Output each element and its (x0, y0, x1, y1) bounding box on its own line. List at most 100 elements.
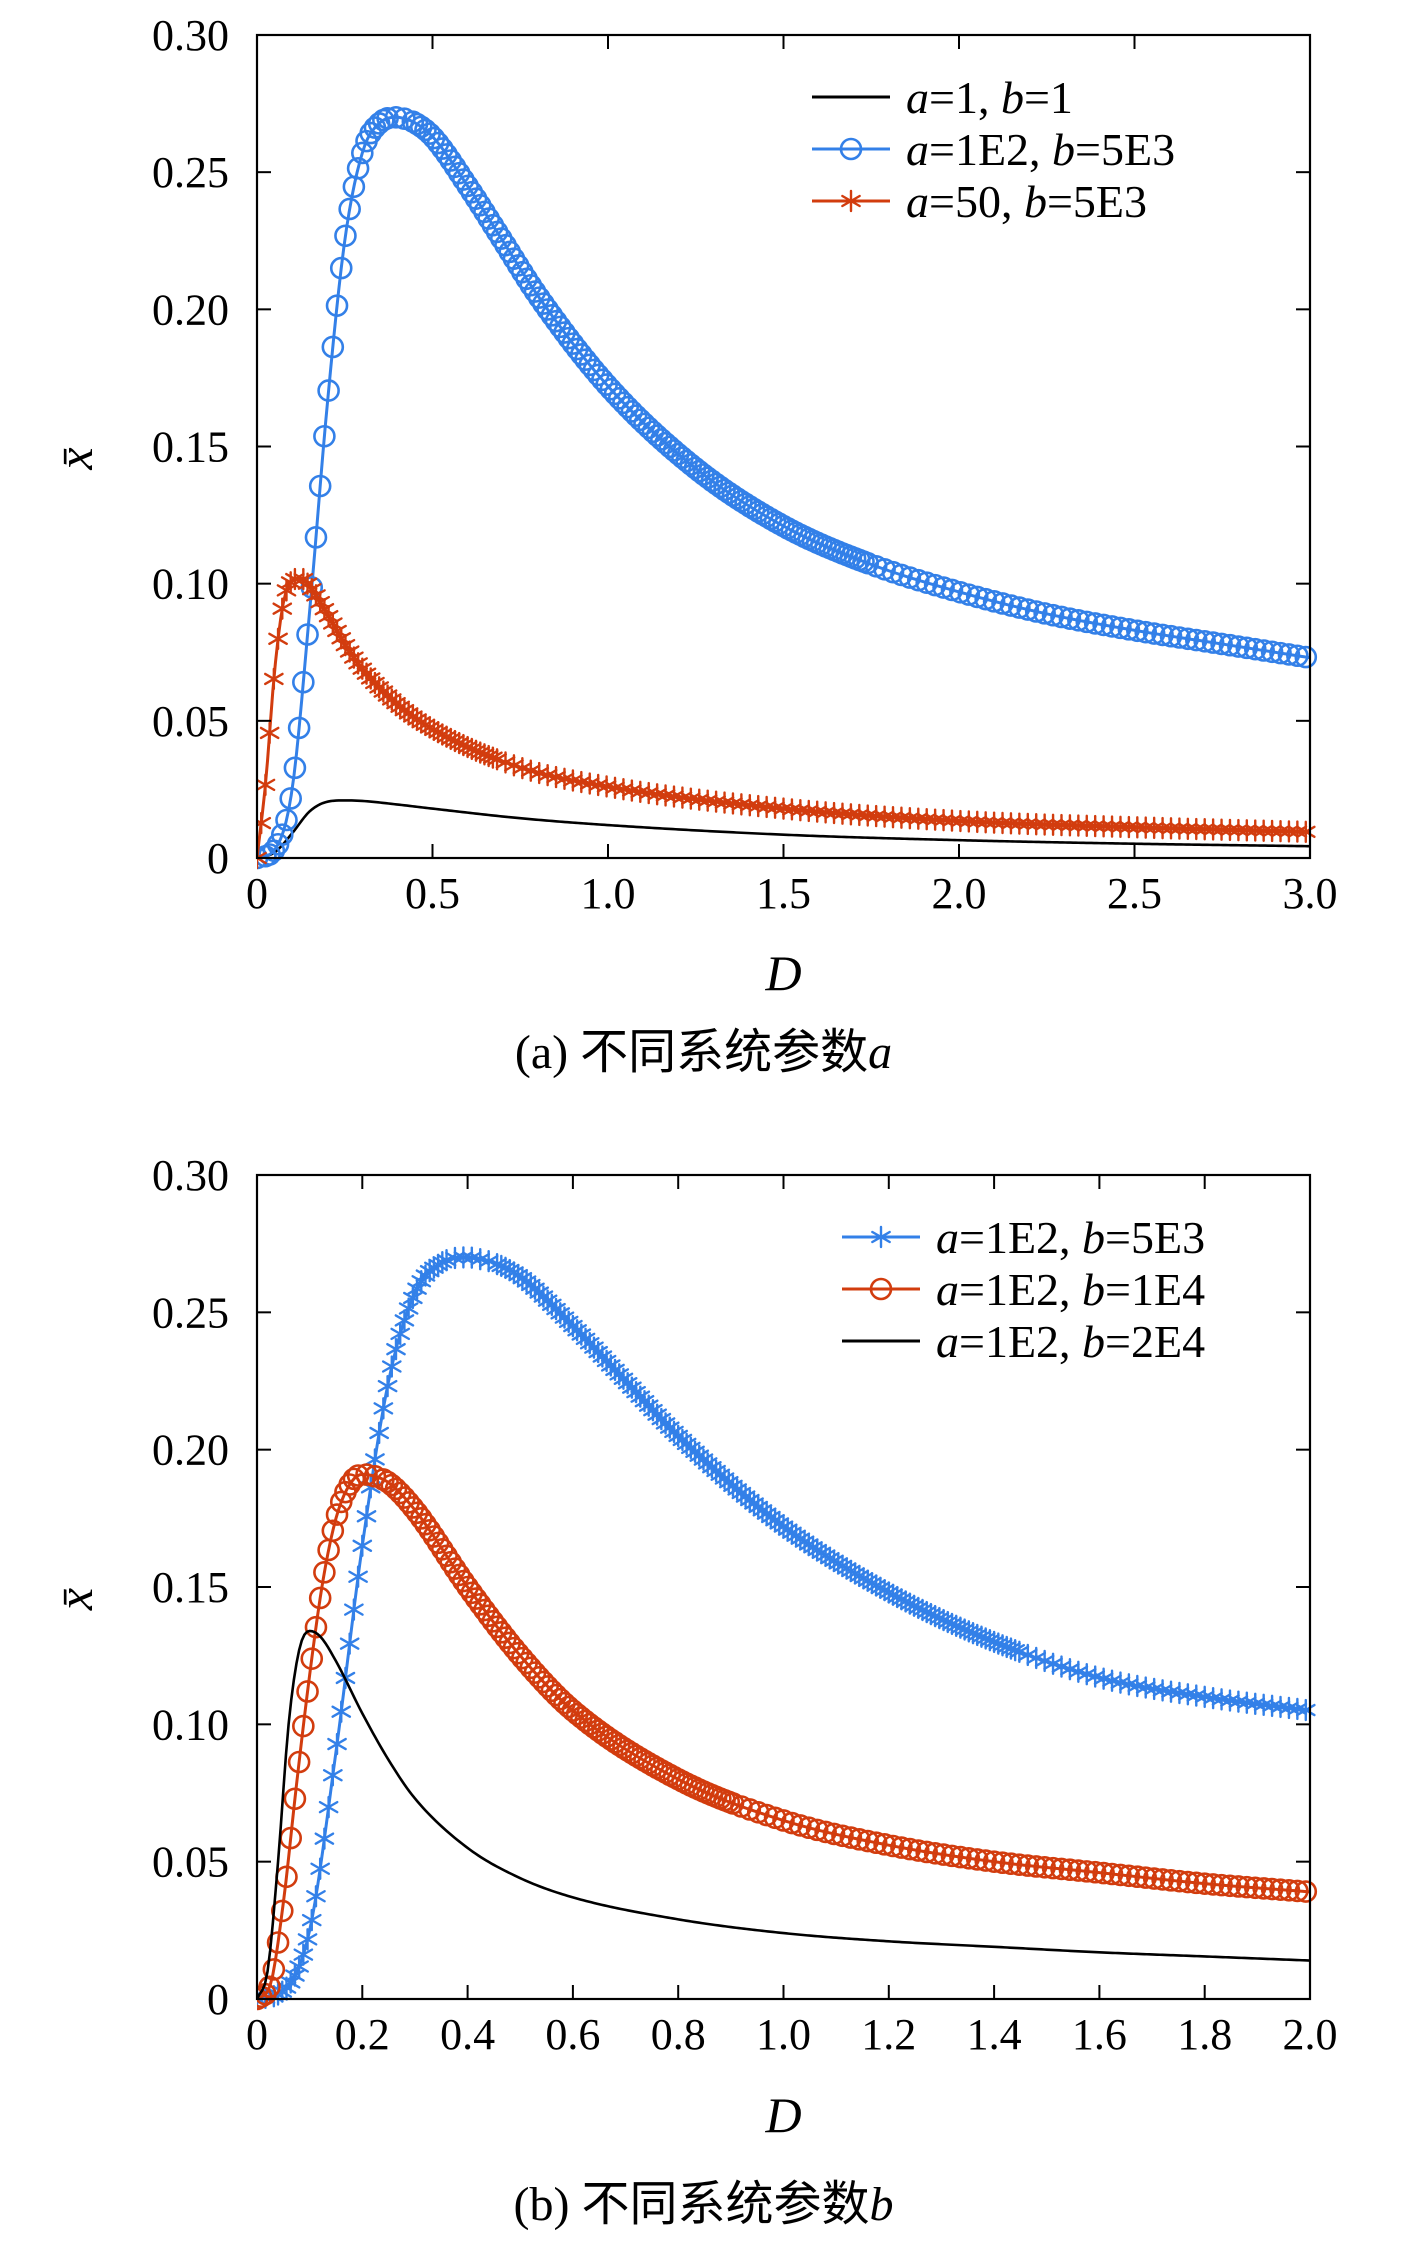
legend-value-a: =1E2, (959, 1316, 1082, 1367)
series-1e2-1e4-marker (1083, 1860, 1107, 1884)
series-1e2-1e4-marker (848, 1828, 871, 1851)
series-1e2-1e4-marker (1294, 1880, 1318, 1903)
series-50-5e3-marker-stroke (1161, 822, 1181, 835)
series-50-5e3-marker (984, 811, 1004, 834)
series-1e2-1e4-markers (257, 1463, 1318, 2011)
series-1e2-5e3-markers (257, 1246, 1316, 2011)
series-1e2-1e4-marker (1227, 1875, 1250, 1898)
series-1e2-1e4-marker (856, 1829, 880, 1853)
series-50-5e3-marker-stroke (1119, 820, 1139, 834)
series-50-5e3-marker (257, 773, 276, 797)
series-1e2-5e3-marker (1033, 602, 1056, 625)
series-50-5e3-marker-stroke (1068, 819, 1089, 832)
legend-value-a: =1, (929, 72, 1001, 123)
series-50-5e3-marker-stroke (272, 602, 293, 615)
caption-var: a (868, 1026, 892, 1079)
legend-1e2-1e4-label: a=1E2, b=1E4 (936, 1264, 1205, 1315)
series-1e2-1e4-marker (321, 1519, 345, 1543)
series-50-5e3-marker (1102, 815, 1122, 838)
series-50-5e3-marker-stroke (314, 602, 335, 616)
series-1e2-5e3-marker (313, 424, 336, 448)
series-1e2-1e4-marker (1159, 1869, 1183, 1892)
legend-1e2-1e4-marker (869, 1277, 893, 1301)
series-50-5e3-marker-stroke (257, 856, 267, 865)
series-1e2-1e4-marker (346, 1464, 370, 1487)
series-1e2-1e4-marker (1075, 1860, 1099, 1883)
series-50-5e3-marker (1060, 814, 1080, 837)
series-1e2-1e4-marker (898, 1837, 922, 1861)
series-1e2-5e3-marker-stroke (381, 1360, 402, 1373)
series-50-5e3-marker-stroke (263, 672, 284, 686)
series-1e2-5e3-marker (334, 224, 357, 248)
series-1e2-5e3-marker-stroke (257, 1997, 267, 2006)
series-50-5e3-marker (318, 604, 339, 628)
series-1e2-5e3-marker (1083, 612, 1107, 635)
series-1e2-1e4-marker (991, 1851, 1014, 1875)
series-50-5e3-marker (1135, 816, 1156, 839)
series-1e2-5e3-marker (301, 1908, 322, 1932)
series-50-5e3-marker (1076, 814, 1097, 838)
series-50-5e3-marker-stroke (1017, 817, 1038, 831)
series-50-5e3-marker-stroke (1009, 817, 1030, 830)
legend-50-5e3-label: a=50, b=5E3 (906, 176, 1147, 227)
x-tick-label: 1.0 (756, 2010, 811, 2059)
series-1e2-5e3-marker (923, 573, 947, 597)
series-50-5e3-marker (1093, 815, 1114, 838)
series-1e2-5e3-marker (1041, 603, 1065, 627)
series-1e2-5e3-marker (414, 118, 437, 142)
series-50-5e3-marker (331, 627, 352, 650)
series-1e2-5e3-marker (1295, 1698, 1316, 1722)
series-50-5e3-marker (1228, 818, 1249, 842)
series-1e2-5e3-marker-stroke (377, 1379, 398, 1393)
x-tick-label: 2.0 (1283, 2010, 1338, 2059)
legend-var-b: b (1082, 1212, 1105, 1263)
caption-text: (a) 不同系统参数 (515, 1026, 868, 1079)
series-1e2-1e4-marker (805, 1818, 829, 1842)
series-1e2-1e4-marker (355, 1463, 378, 1486)
series-50-5e3-marker-stroke (322, 617, 343, 630)
series-50-5e3-marker-stroke (967, 815, 988, 829)
series-1e2-5e3-marker (407, 1277, 427, 1300)
series-50-5e3-marker-stroke (1253, 824, 1274, 837)
series-1e2-5e3-marker (628, 408, 652, 432)
series-1e2-1e4-marker (1092, 1861, 1115, 1885)
legend-var-a: a (906, 176, 929, 227)
series-1e2-5e3-marker (1016, 598, 1040, 621)
legend-var-a: a (936, 1316, 959, 1367)
series-50-5e3-marker-stroke (1211, 823, 1232, 836)
series-50-5e3-marker (1279, 820, 1299, 843)
series-50-5e3-marker-stroke (1034, 818, 1055, 831)
series-50-5e3-marker (1152, 816, 1173, 840)
series-1e2-5e3-marker-stroke (339, 1637, 360, 1650)
series-1e2-5e3-marker (381, 1355, 402, 1378)
series-1e2-1e4-marker (1109, 1863, 1132, 1887)
series-1e2-1e4-marker (540, 1679, 564, 1703)
series-1e2-5e3-marker (373, 1397, 394, 1420)
series-1e2-1e4-marker (1218, 1874, 1242, 1898)
x-tick-label: 1.5 (756, 869, 811, 918)
series-1e2-5e3-marker (377, 1374, 398, 1398)
series-50-5e3-marker (1245, 819, 1266, 842)
series-1e2-5e3-marker (1193, 630, 1216, 653)
series-1e2-1e4-marker (965, 1848, 989, 1871)
series-1e2-5e3-marker-stroke (310, 1862, 331, 1875)
legend-value-a: =1E2, (929, 124, 1052, 175)
series-1e2-5e3-marker (1235, 636, 1259, 660)
legend-value-a: =1E2, (959, 1264, 1082, 1315)
series-1e2-1e4-marker (292, 1714, 315, 1738)
series-1e2-1e4-marker (864, 1831, 888, 1855)
series-1e2-5e3-marker (982, 590, 1006, 613)
series-50-5e3-marker (257, 811, 272, 835)
series-1e2-5e3-marker (322, 1764, 343, 1787)
series-50-5e3-marker (1001, 812, 1021, 835)
series-1e2-1e4-marker (1243, 1876, 1267, 1900)
x-tick-label: 0.8 (651, 2010, 706, 2059)
legend-value-a: =50, (929, 176, 1024, 227)
legend-1e2-5e3-marker-stroke (871, 1230, 891, 1244)
series-1e2-5e3-marker (1151, 623, 1174, 647)
series-1e2-5e3-marker-stroke (289, 1960, 309, 1973)
series-1e2-5e3-marker-stroke (344, 1603, 364, 1616)
series-1e2-5e3-marker (1277, 643, 1301, 666)
series-1e2-1e4-marker (881, 1834, 905, 1858)
series-1e2-1e4-marker (473, 1598, 496, 1622)
